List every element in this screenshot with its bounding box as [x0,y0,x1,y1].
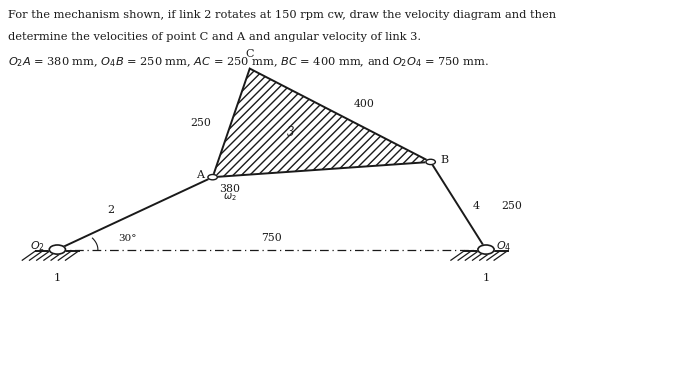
Text: 750: 750 [261,233,282,243]
Text: For the mechanism shown, if link 2 rotates at 150 rpm cw, draw the velocity diag: For the mechanism shown, if link 2 rotat… [8,10,556,19]
Text: 4: 4 [473,201,481,211]
Text: 1: 1 [483,273,489,283]
Text: 2: 2 [107,205,115,215]
Circle shape [426,159,435,165]
Polygon shape [213,69,431,177]
Circle shape [49,245,65,254]
Text: B: B [441,155,449,165]
Text: determine the velocities of point C and A and angular velocity of link 3.: determine the velocities of point C and … [8,32,421,42]
Text: $O_4$: $O_4$ [496,239,512,253]
Text: $O_2A$ = 380 mm, $O_4B$ = 250 mm, $AC$ = 250 mm, $BC$ = 400 mm, and $O_2O_4$ = 7: $O_2A$ = 380 mm, $O_4B$ = 250 mm, $AC$ =… [8,55,489,69]
Text: $O_2$: $O_2$ [30,239,45,253]
Text: 400: 400 [354,99,375,109]
Text: $\omega_2$: $\omega_2$ [223,192,236,203]
Text: 3: 3 [287,126,295,139]
Text: A: A [196,170,205,180]
Text: 250: 250 [501,201,522,211]
Text: 1: 1 [54,273,61,283]
Text: C: C [246,49,254,59]
Text: 380: 380 [219,184,240,194]
Text: 30°: 30° [118,234,136,243]
Text: 250: 250 [190,118,211,128]
Circle shape [208,174,217,180]
Circle shape [478,245,494,254]
